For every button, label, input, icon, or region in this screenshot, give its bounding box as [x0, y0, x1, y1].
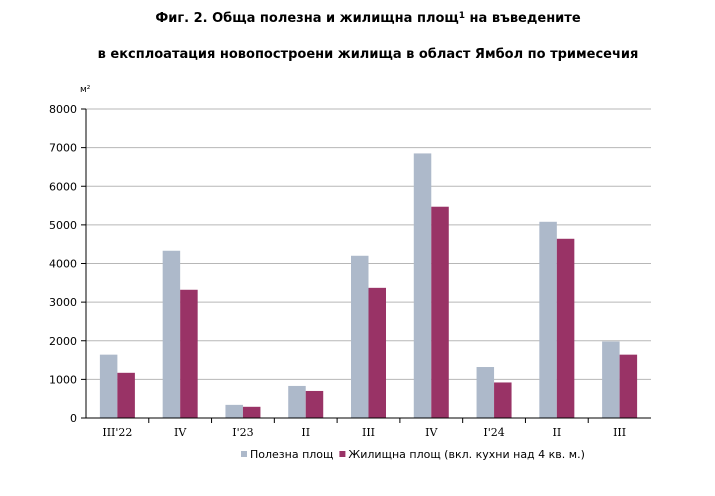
y-axis-unit-label: м² [80, 85, 91, 95]
legend-label: Полезна площ [250, 448, 333, 461]
legend-swatch [339, 451, 346, 457]
legend-label: Жилищна площ (вкл. кухни над 4 кв. м.) [348, 448, 584, 461]
axes [81, 109, 651, 419]
bar-usable-area [539, 221, 557, 418]
y-tick-label: 8000 [49, 103, 77, 116]
x-tick-label: IV [174, 426, 187, 439]
x-tick-label: II [552, 426, 561, 439]
x-tick-label: III'22 [102, 426, 132, 439]
y-tick-label: 3000 [49, 296, 77, 309]
legend: Полезна площ Жилищна площ (вкл. кухни над… [241, 448, 585, 461]
bars [99, 153, 638, 418]
bar-living-area [619, 354, 638, 418]
bar-usable-area [225, 404, 243, 418]
y-tick-label: 6000 [49, 180, 77, 193]
y-tick-label: 0 [70, 412, 77, 425]
y-tick-label: 2000 [49, 335, 77, 348]
x-tick-label: III [613, 426, 626, 439]
x-axis-ticks: III'22 IV I'23 II III IV I'24 II III [102, 418, 626, 439]
bar-living-area [368, 287, 386, 418]
chart-title-line-2: в експлоатация новопостроени жилища в об… [98, 47, 639, 62]
chart-title-line-1: Фиг. 2. Обща полезна и жилищна площ1 на … [155, 11, 580, 26]
bar-living-area [180, 289, 198, 418]
x-tick-label: II [301, 426, 310, 439]
x-tick-label: I'23 [232, 426, 253, 439]
bar-living-area [305, 390, 324, 418]
y-tick-label: 7000 [49, 142, 77, 155]
x-tick-label: I'24 [483, 426, 504, 439]
bar-usable-area [351, 255, 369, 418]
chart-title: Фиг. 2. Обща полезна и жилищна площ1 на … [98, 11, 639, 62]
title-superscript: 1 [459, 11, 465, 21]
legend-swatch [241, 451, 247, 457]
bar-usable-area [602, 341, 620, 418]
bar-living-area [242, 406, 261, 418]
bar-living-area [431, 206, 449, 418]
x-tick-label: IV [425, 426, 438, 439]
y-tick-label: 5000 [49, 219, 77, 232]
bar-living-area [494, 382, 512, 418]
bar-usable-area [476, 367, 495, 418]
x-tick-label: III [362, 426, 375, 439]
bar-usable-area [288, 385, 306, 418]
y-axis-ticks: 0 1000 2000 3000 4000 5000 6000 7000 8000 [49, 103, 86, 425]
y-tick-label: 4000 [49, 258, 77, 271]
y-tick-label: 1000 [49, 373, 77, 386]
bar-living-area [117, 372, 135, 418]
bar-usable-area [162, 250, 181, 418]
bar-usable-area [99, 354, 118, 418]
title-line-1-end: на въведените [465, 11, 581, 26]
bar-usable-area [413, 153, 432, 418]
bar-living-area [556, 238, 575, 418]
